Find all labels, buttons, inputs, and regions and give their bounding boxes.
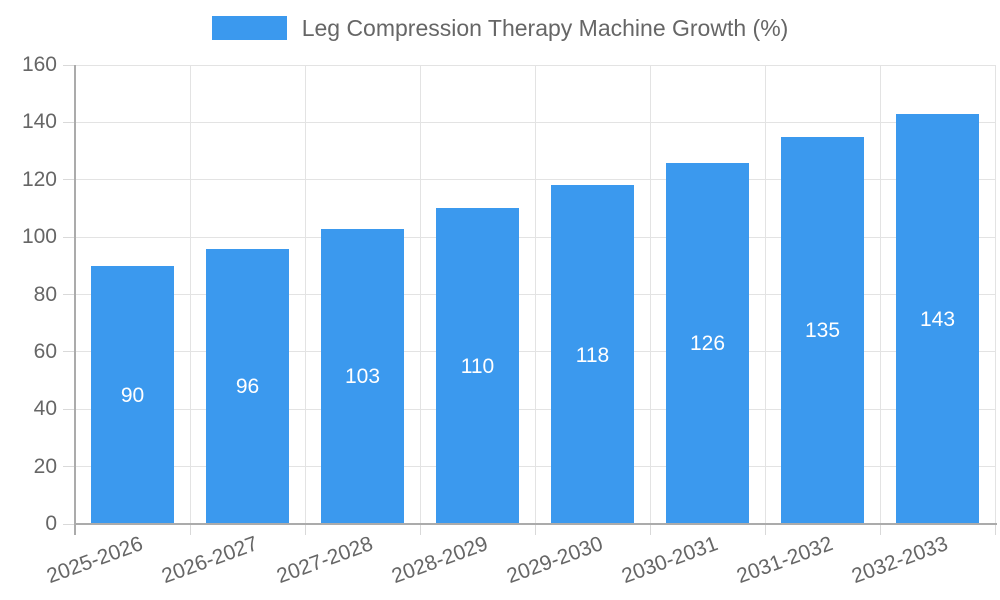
y-tick-mark: [63, 179, 75, 181]
x-gridline: [304, 65, 306, 524]
x-axis-category-label: 2029-2030: [503, 532, 607, 589]
legend-label[interactable]: Leg Compression Therapy Machine Growth (…: [301, 15, 789, 41]
bar-value-label: 90: [120, 383, 145, 407]
bar-2029-2030[interactable]: [551, 185, 634, 524]
x-gridline: [879, 65, 881, 524]
x-gridline: [994, 65, 996, 524]
y-axis-tick-label: 140: [21, 110, 57, 134]
bar-value-label: 110: [460, 355, 495, 379]
bar-value-label: 96: [235, 375, 260, 399]
y-tick-mark: [63, 64, 75, 66]
bar-2032-2033[interactable]: [896, 113, 979, 524]
x-tick-mark: [304, 524, 306, 535]
y-axis-tick-label: 100: [21, 225, 57, 249]
y-tick-mark: [63, 236, 75, 238]
x-axis-category-label: 2032-2033: [848, 532, 952, 589]
bar-2031-2032[interactable]: [781, 136, 864, 524]
y-tick-mark: [63, 408, 75, 410]
x-tick-mark: [419, 524, 421, 535]
y-axis-tick-label: 40: [33, 397, 57, 421]
bar-value-label: 135: [804, 319, 841, 343]
x-axis-category-label: 2030-2031: [618, 532, 722, 589]
x-tick-mark: [189, 524, 191, 535]
bar-value-label: 103: [344, 365, 381, 389]
x-tick-mark: [649, 524, 651, 535]
x-tick-mark: [764, 524, 766, 535]
chart-legend[interactable]: Leg Compression Therapy Machine Growth (…: [0, 15, 1000, 41]
y-axis-tick-label: 20: [33, 454, 57, 478]
x-axis-category-label: 2027-2028: [273, 532, 377, 589]
x-axis-line: [75, 523, 997, 525]
bar-2025-2026[interactable]: [91, 265, 174, 524]
bar-2028-2029[interactable]: [436, 208, 519, 524]
bar-2027-2028[interactable]: [321, 228, 404, 524]
bar-value-label: 143: [919, 307, 956, 331]
y-tick-mark: [63, 466, 75, 468]
y-tick-mark: [63, 523, 75, 525]
legend-swatch[interactable]: [211, 16, 287, 40]
y-axis-tick-label: 80: [33, 282, 57, 306]
y-axis-tick-label: 60: [33, 339, 57, 363]
y-axis-tick-label: 160: [21, 53, 57, 76]
x-tick-mark: [994, 524, 996, 535]
y-tick-mark: [63, 121, 75, 123]
y-axis-tick-label: 0: [45, 512, 57, 535]
x-gridline: [189, 65, 191, 524]
x-gridline: [419, 65, 421, 524]
x-gridline: [649, 65, 651, 524]
x-tick-mark: [879, 524, 881, 535]
bar-value-label: 118: [575, 343, 610, 367]
x-axis-category-label: 2026-2027: [158, 532, 262, 589]
y-axis-line: [74, 65, 76, 535]
bar-value-label: 126: [689, 332, 726, 356]
x-tick-mark: [534, 524, 536, 535]
x-axis-category-label: 2031-2032: [733, 532, 837, 589]
bar-2030-2031[interactable]: [666, 162, 749, 524]
x-gridline: [764, 65, 766, 524]
bar-2026-2027[interactable]: [206, 248, 289, 524]
x-axis-category-label: 2025-2026: [43, 532, 147, 589]
y-axis-tick-label: 120: [21, 167, 57, 191]
x-axis-category-label: 2028-2029: [388, 532, 492, 589]
y-tick-mark: [63, 294, 75, 295]
x-gridline: [534, 65, 536, 524]
y-tick-mark: [63, 351, 75, 353]
